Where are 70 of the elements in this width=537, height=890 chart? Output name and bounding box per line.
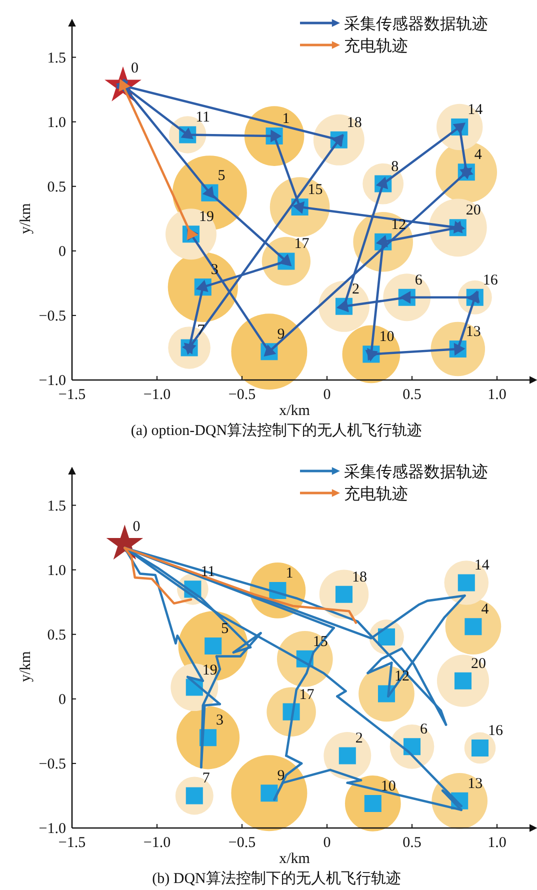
annotation: 0 (131, 60, 138, 77)
annotation: 15 (308, 182, 323, 198)
annotation: 8 (391, 158, 399, 175)
legend-label: 采集传感器数据轨迹 (344, 463, 488, 481)
annotation: 6 (414, 272, 423, 288)
y-tick-label: 0.5 (47, 627, 66, 644)
annotation: 10 (380, 778, 396, 794)
annotation: 1 (282, 111, 290, 128)
annotation: 20 (466, 202, 481, 219)
annotation: 16 (482, 272, 498, 288)
text: (a) option-DQN算法控制下的无人机飞行轨迹 (130, 422, 422, 439)
annotation: 18 (352, 569, 367, 586)
x-tick-label: 1.0 (488, 387, 506, 403)
x-tick-label: −1.0 (143, 835, 171, 851)
annotation: 2 (352, 281, 360, 298)
y-tick-label: 1.5 (47, 498, 66, 514)
y-tick-label: 0 (58, 692, 66, 708)
annotation: 6 (420, 722, 428, 738)
annotation: 0 (132, 519, 140, 535)
x-tick-label: 0 (323, 835, 331, 851)
x-tick-label: −0.5 (228, 835, 256, 851)
annotation: 9 (277, 768, 285, 784)
x-tick-label: −1.5 (58, 835, 86, 851)
annotation: 11 (196, 110, 210, 126)
annotation: 9 (277, 326, 285, 343)
legend-label: 充电轨迹 (344, 37, 408, 55)
x-tick-label: 0 (323, 387, 331, 403)
x-tick-label: −0.5 (228, 387, 256, 403)
annotation: 2 (355, 730, 363, 747)
legend-label: 采集传感器数据轨迹 (344, 15, 488, 33)
text: (b) DQN算法控制下的无人机飞行轨迹 (152, 870, 401, 887)
annotation: 13 (466, 324, 481, 340)
x-axis-title: x/km (279, 403, 310, 419)
annotation: 17 (294, 236, 310, 252)
annotation: 17 (299, 686, 315, 703)
annotation: 5 (221, 620, 229, 637)
y-tick-label: −0.5 (38, 756, 66, 772)
y-tick-label: 1.0 (47, 562, 66, 579)
annotation: 4 (474, 147, 482, 164)
x-axis-title: x/km (279, 851, 310, 867)
annotation: 19 (199, 209, 214, 226)
annotation: 5 (218, 168, 226, 184)
annotation: 14 (468, 102, 484, 118)
annotation: 12 (391, 216, 406, 233)
y-tick-label: 1.0 (47, 114, 66, 131)
y-tick-label: −0.5 (38, 308, 66, 324)
legend-label: 充电轨迹 (344, 485, 408, 503)
annotation: 14 (474, 558, 490, 574)
y-tick-label: −1.0 (38, 821, 66, 837)
y-axis-title: y/km (18, 650, 34, 682)
annotation: 3 (216, 712, 224, 729)
annotation: 10 (379, 329, 394, 346)
x-tick-label: 0.5 (402, 387, 422, 403)
x-tick-label: −1.0 (143, 387, 171, 403)
annotation: 13 (468, 776, 483, 792)
y-axis-title: y/km (18, 202, 34, 234)
y-tick-label: −1.0 (38, 373, 66, 389)
annotation: 16 (488, 722, 504, 739)
annotation: 1 (286, 565, 294, 582)
y-tick-label: 0.5 (47, 179, 66, 196)
annotation: 20 (471, 656, 486, 672)
annotation: 7 (202, 770, 210, 787)
x-tick-label: 0.5 (402, 835, 422, 851)
annotation: 4 (481, 602, 490, 618)
annotation: 19 (202, 662, 218, 678)
annotation: 18 (346, 114, 362, 131)
y-tick-label: 1.5 (47, 50, 66, 66)
y-tick-label: 0 (58, 244, 66, 260)
x-tick-label: 1.0 (488, 835, 506, 851)
x-tick-label: −1.5 (58, 387, 86, 403)
